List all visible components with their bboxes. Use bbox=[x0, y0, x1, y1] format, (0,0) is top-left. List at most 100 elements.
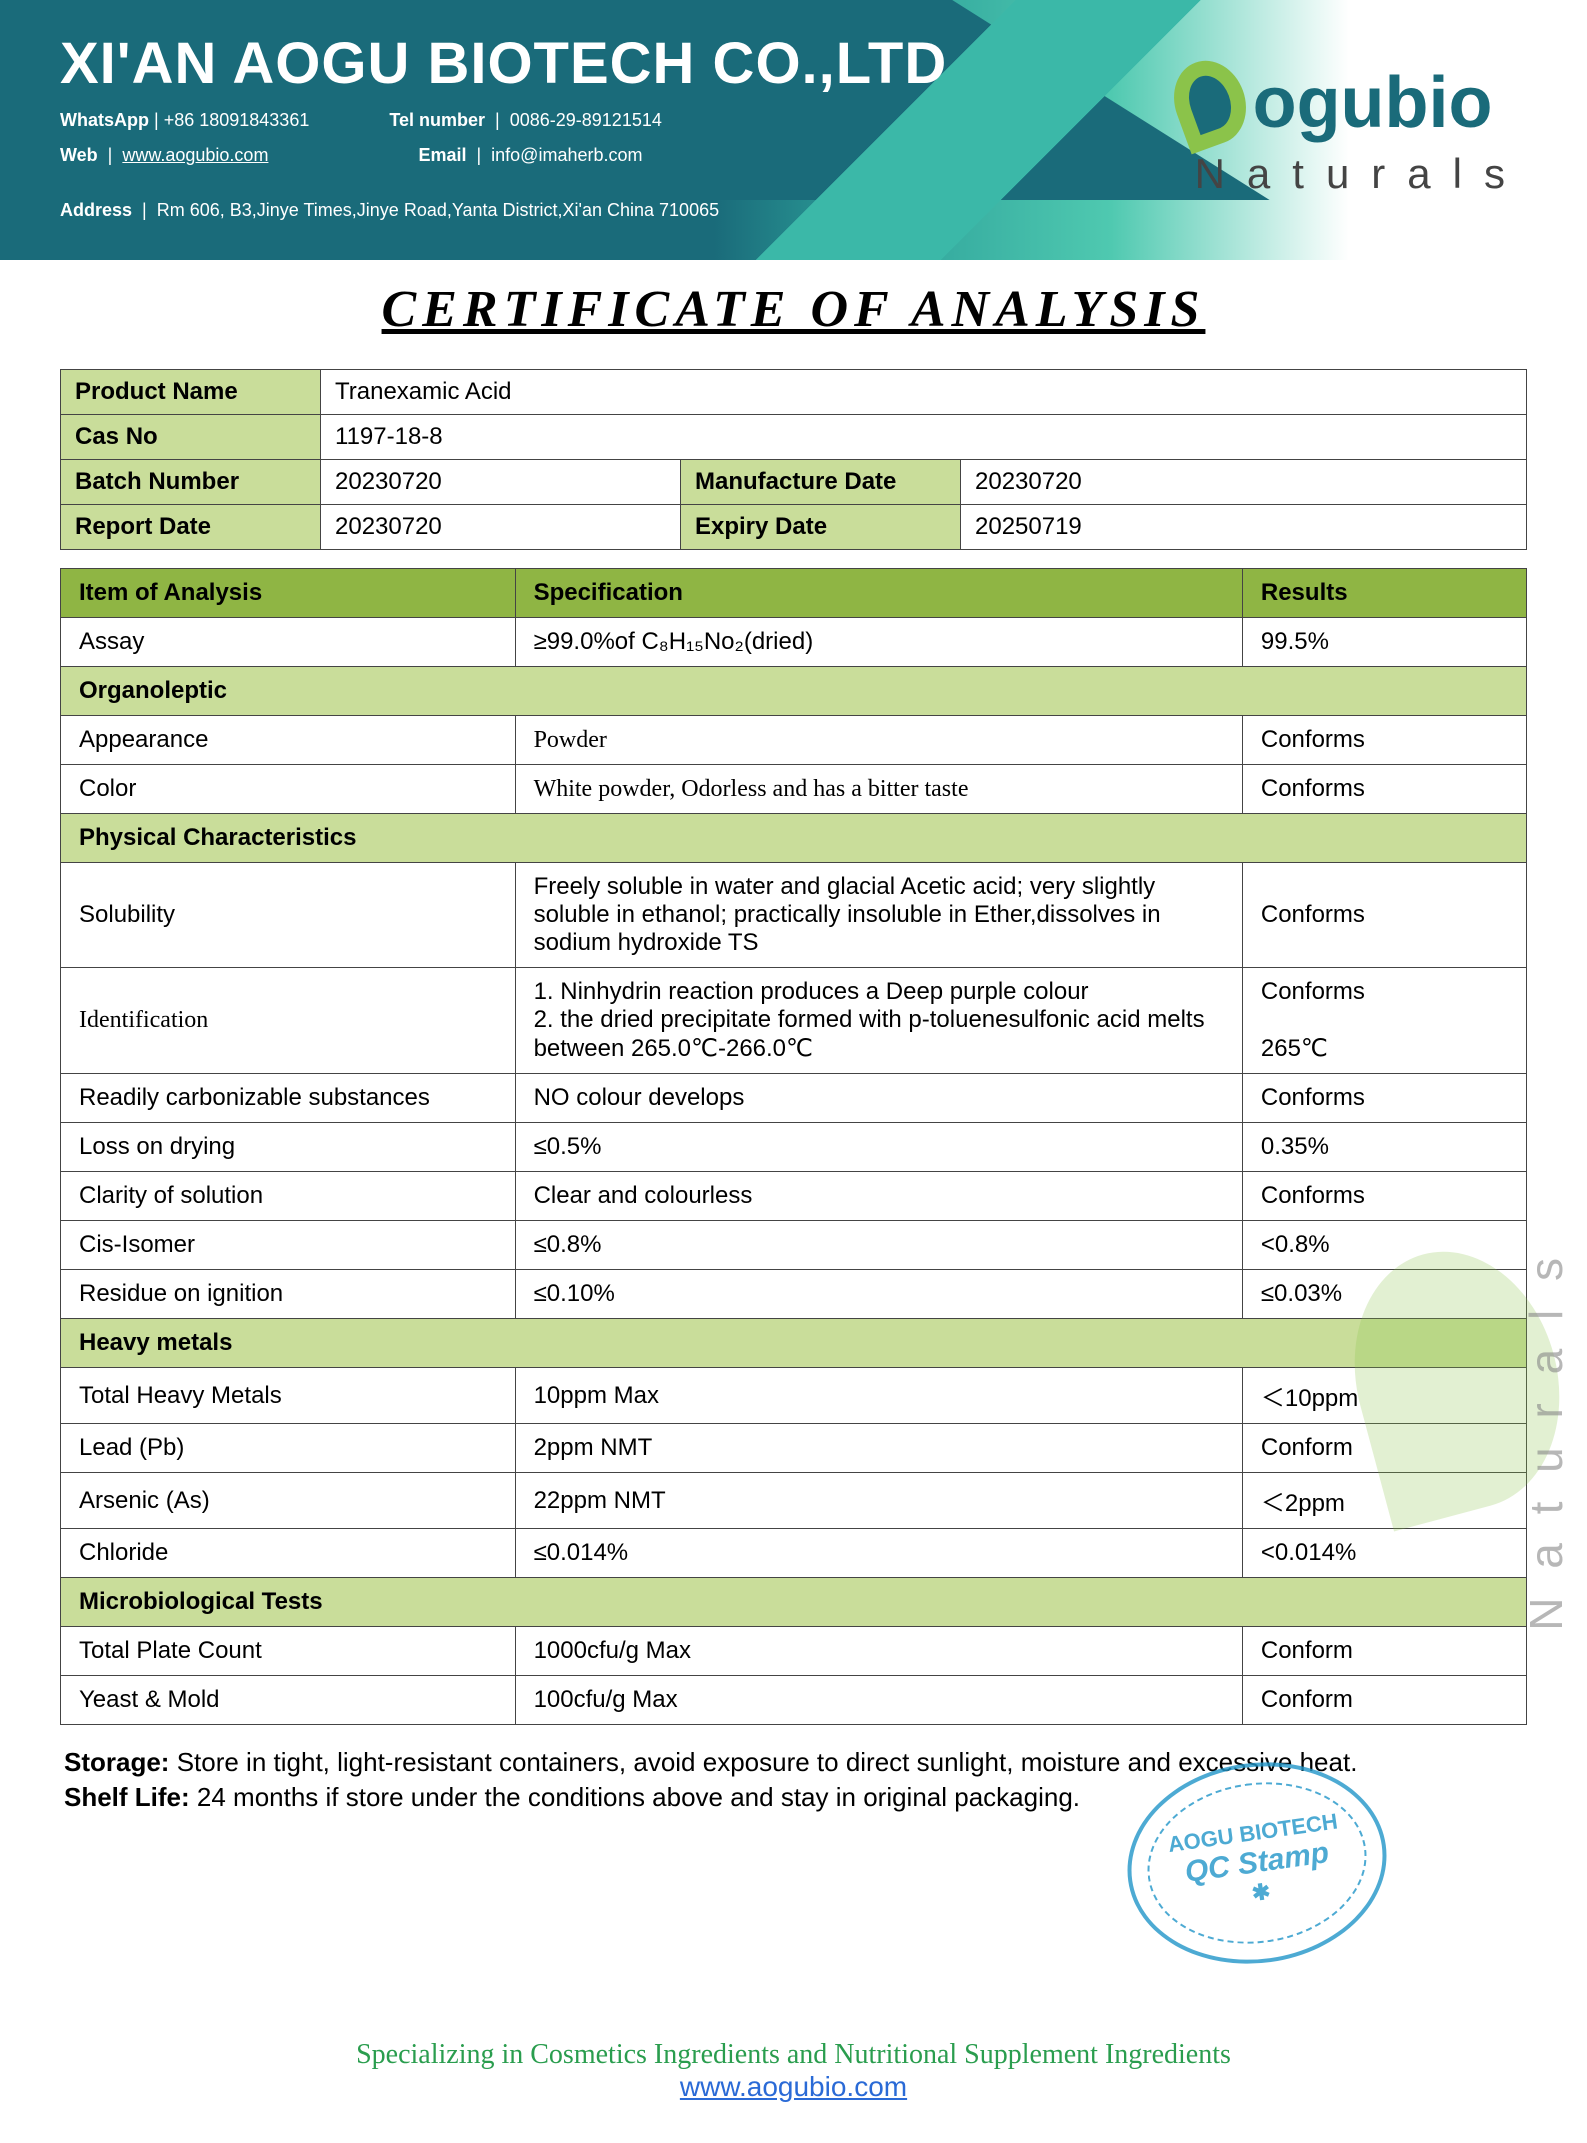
cell-spec: 1. Ninhydrin reaction produces a Deep pu… bbox=[515, 968, 1242, 1074]
cell-item: Clarity of solution bbox=[61, 1172, 516, 1221]
batch-value: 20230720 bbox=[321, 460, 681, 505]
product-info-table: Product Name Tranexamic Acid Cas No 1197… bbox=[60, 369, 1527, 550]
table-row: Readily carbonizable substancesNO colour… bbox=[61, 1074, 1527, 1123]
section-organoleptic: Organoleptic bbox=[61, 667, 1527, 716]
address-value: Rm 606, B3,Jinye Times,Jinye Road,Yanta … bbox=[157, 200, 719, 220]
product-name-label: Product Name bbox=[61, 370, 321, 415]
table-row: Cis-Isomer≤0.8%<0.8% bbox=[61, 1221, 1527, 1270]
cell-spec: Freely soluble in water and glacial Acet… bbox=[515, 863, 1242, 968]
cell-spec: ≤0.10% bbox=[515, 1270, 1242, 1319]
cell-item: Yeast & Mold bbox=[61, 1676, 516, 1725]
cell-spec: ≥99.0%of C₈H₁₅No₂(dried) bbox=[515, 618, 1242, 667]
table-row: Residue on ignition≤0.10%≤0.03% bbox=[61, 1270, 1527, 1319]
logo: ogubio Naturals bbox=[1175, 60, 1527, 198]
stamp-line3: ✱ bbox=[1250, 1879, 1272, 1907]
cell-item: Color bbox=[61, 765, 516, 814]
section-micro: Microbiological Tests bbox=[61, 1578, 1527, 1627]
cell-result: Conform bbox=[1242, 1676, 1526, 1725]
section-heavy: Heavy metals bbox=[61, 1319, 1527, 1368]
web-label: Web bbox=[60, 145, 98, 165]
expiry-value: 20250719 bbox=[961, 505, 1527, 550]
cell-item: Total Heavy Metals bbox=[61, 1368, 516, 1424]
cell-result: <0.014% bbox=[1242, 1529, 1526, 1578]
email-label: Email bbox=[418, 145, 466, 165]
footer-line1: Specializing in Cosmetics Ingredients an… bbox=[0, 2039, 1587, 2071]
table-row: Total Heavy Metals10ppm Max＜10ppm bbox=[61, 1368, 1527, 1424]
cell-result: Conforms bbox=[1242, 863, 1526, 968]
cell-item: Cis-Isomer bbox=[61, 1221, 516, 1270]
cell-item: Chloride bbox=[61, 1529, 516, 1578]
cell-result: Conforms bbox=[1242, 1074, 1526, 1123]
storage-block: Storage: Store in tight, light-resistant… bbox=[60, 1743, 1527, 1817]
tel-label: Tel number bbox=[389, 110, 485, 130]
cell-spec: ≤0.014% bbox=[515, 1529, 1242, 1578]
cell-result: Conform bbox=[1242, 1627, 1526, 1676]
email-value: info@imaherb.com bbox=[491, 145, 642, 165]
mfg-value: 20230720 bbox=[961, 460, 1527, 505]
cell-spec: NO colour develops bbox=[515, 1074, 1242, 1123]
cell-spec: 100cfu/g Max bbox=[515, 1676, 1242, 1725]
cell-result: Conforms 265℃ bbox=[1242, 968, 1526, 1074]
logo-text: ogubio bbox=[1253, 62, 1493, 144]
batch-label: Batch Number bbox=[61, 460, 321, 505]
cell-spec: 1000cfu/g Max bbox=[515, 1627, 1242, 1676]
header-result: Results bbox=[1242, 569, 1526, 618]
stamp-line2: QC Stamp bbox=[1183, 1836, 1331, 1890]
cell-result: Conform bbox=[1242, 1424, 1526, 1473]
whatsapp-value: +86 18091843361 bbox=[164, 110, 310, 130]
report-label: Report Date bbox=[61, 505, 321, 550]
footer-line2: www.aogubio.com bbox=[0, 2071, 1587, 2103]
cell-item: Loss on drying bbox=[61, 1123, 516, 1172]
tel-value: 0086-29-89121514 bbox=[510, 110, 662, 130]
shelf-text: 24 months if store under the conditions … bbox=[190, 1782, 1080, 1812]
storage-text: Store in tight, light-resistant containe… bbox=[169, 1747, 1357, 1777]
contact-row-1: WhatsApp | +86 18091843361 Tel number | … bbox=[60, 110, 662, 131]
cell-spec: ≤0.5% bbox=[515, 1123, 1242, 1172]
whatsapp-label: WhatsApp bbox=[60, 110, 149, 130]
cell-item: Solubility bbox=[61, 863, 516, 968]
cas-value: 1197-18-8 bbox=[321, 415, 1527, 460]
cell-item: Assay bbox=[61, 618, 516, 667]
cell-result: 0.35% bbox=[1242, 1123, 1526, 1172]
table-row: Arsenic (As)22ppm NMT＜2ppm bbox=[61, 1473, 1527, 1529]
cell-result: Conforms bbox=[1242, 716, 1526, 765]
contact-row-3: Address | Rm 606, B3,Jinye Times,Jinye R… bbox=[60, 200, 719, 221]
header-spec: Specification bbox=[515, 569, 1242, 618]
cell-item: Total Plate Count bbox=[61, 1627, 516, 1676]
page-title: CERTIFICATE OF ANALYSIS bbox=[0, 280, 1587, 339]
company-name: XI'AN AOGU BIOTECH CO.,LTD bbox=[60, 30, 947, 97]
shelf-label: Shelf Life: bbox=[64, 1782, 190, 1812]
expiry-label: Expiry Date bbox=[681, 505, 961, 550]
section-physical: Physical Characteristics bbox=[61, 814, 1527, 863]
table-row: Lead (Pb)2ppm NMTConform bbox=[61, 1424, 1527, 1473]
table-row: Assay≥99.0%of C₈H₁₅No₂(dried)99.5% bbox=[61, 618, 1527, 667]
cas-label: Cas No bbox=[61, 415, 321, 460]
table-row: SolubilityFreely soluble in water and gl… bbox=[61, 863, 1527, 968]
cell-result: <0.8% bbox=[1242, 1221, 1526, 1270]
cell-item: Lead (Pb) bbox=[61, 1424, 516, 1473]
address-label: Address bbox=[60, 200, 132, 220]
product-name-value: Tranexamic Acid bbox=[321, 370, 1527, 415]
table-row: Yeast & Mold100cfu/g MaxConform bbox=[61, 1676, 1527, 1725]
table-row: Clarity of solutionClear and colourlessC… bbox=[61, 1172, 1527, 1221]
cell-spec: Clear and colourless bbox=[515, 1172, 1242, 1221]
cell-result: 99.5% bbox=[1242, 618, 1526, 667]
analysis-table: Item of Analysis Specification Results A… bbox=[60, 568, 1527, 1725]
cell-item: Appearance bbox=[61, 716, 516, 765]
web-value: www.aogubio.com bbox=[122, 145, 268, 165]
cell-spec: 2ppm NMT bbox=[515, 1424, 1242, 1473]
cell-item: Arsenic (As) bbox=[61, 1473, 516, 1529]
logo-subtitle: Naturals bbox=[1175, 150, 1527, 198]
footer: Specializing in Cosmetics Ingredients an… bbox=[0, 2039, 1587, 2103]
mfg-label: Manufacture Date bbox=[681, 460, 961, 505]
contact-row-2: Web | www.aogubio.com Email | info@imahe… bbox=[60, 145, 643, 166]
cell-result: ＜2ppm bbox=[1242, 1473, 1526, 1529]
cell-spec: ≤0.8% bbox=[515, 1221, 1242, 1270]
table-row: ColorWhite powder, Odorless and has a bi… bbox=[61, 765, 1527, 814]
cell-item: Identification bbox=[61, 968, 516, 1074]
cell-item: Readily carbonizable substances bbox=[61, 1074, 516, 1123]
table-row: Total Plate Count1000cfu/g MaxConform bbox=[61, 1627, 1527, 1676]
cell-spec: White powder, Odorless and has a bitter … bbox=[515, 765, 1242, 814]
header-banner: XI'AN AOGU BIOTECH CO.,LTD WhatsApp | +8… bbox=[0, 0, 1587, 260]
cell-result: Conforms bbox=[1242, 765, 1526, 814]
